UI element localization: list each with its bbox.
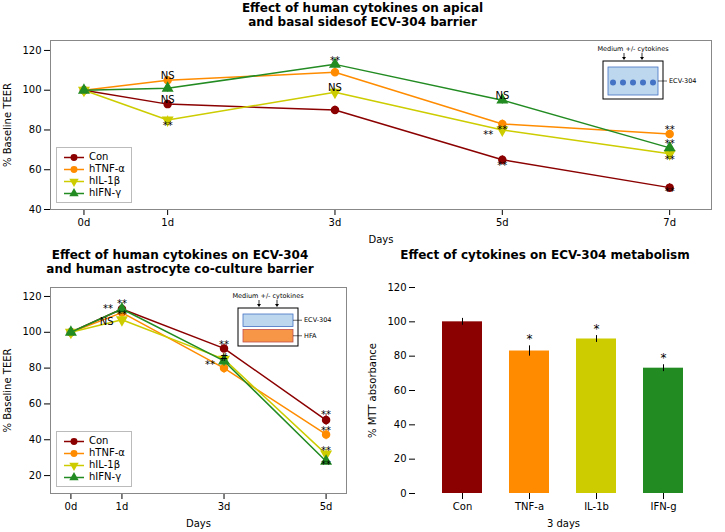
svg-text:80: 80 xyxy=(394,350,407,361)
svg-text:**: ** xyxy=(665,154,675,165)
svg-text:0d: 0d xyxy=(65,501,78,512)
svg-text:% Baseline TEER: % Baseline TEER xyxy=(2,83,13,167)
svg-text:NS: NS xyxy=(161,70,175,81)
svg-text:**: ** xyxy=(205,359,215,370)
svg-text:ECV-304: ECV-304 xyxy=(669,77,696,85)
svg-text:**: ** xyxy=(321,409,331,420)
svg-text:**: ** xyxy=(497,160,507,171)
svg-text:**: ** xyxy=(321,445,331,456)
svg-text:80: 80 xyxy=(29,362,42,373)
svg-text:Medium +/- cytokines: Medium +/- cytokines xyxy=(597,45,669,53)
svg-text:NS: NS xyxy=(100,316,114,327)
svg-text:TNF-a: TNF-a xyxy=(514,501,544,512)
svg-text:Days: Days xyxy=(186,518,211,529)
svg-text:5d: 5d xyxy=(496,217,509,228)
svg-text:120: 120 xyxy=(387,282,406,293)
html-text:Con: Con xyxy=(89,151,109,162)
svg-text:Days: Days xyxy=(369,234,394,245)
svg-text:1d: 1d xyxy=(161,217,174,228)
svg-text:IFN-g: IFN-g xyxy=(650,501,676,512)
html-text:hIFN-γ: hIFN-γ xyxy=(89,471,121,482)
svg-text:5d: 5d xyxy=(320,501,333,512)
svg-text:**: ** xyxy=(117,309,127,320)
svg-text:40: 40 xyxy=(394,419,407,430)
svg-text:**: ** xyxy=(665,138,675,149)
svg-text:7d: 7d xyxy=(663,217,676,228)
svg-text:**: ** xyxy=(103,303,113,314)
html-text:hTNF-α: hTNF-α xyxy=(89,163,125,174)
svg-text:**: ** xyxy=(163,120,173,131)
svg-text:NS: NS xyxy=(161,94,175,105)
svg-text:0: 0 xyxy=(400,488,406,499)
svg-text:3 days: 3 days xyxy=(547,518,580,529)
svg-text:Con: Con xyxy=(453,501,472,512)
html-text:hIL-1β: hIL-1β xyxy=(89,175,120,186)
svg-text:**: ** xyxy=(219,339,229,350)
html-text:hTNF-α: hTNF-α xyxy=(89,447,125,458)
svg-text:100: 100 xyxy=(387,316,406,327)
svg-text:0d: 0d xyxy=(78,217,91,228)
svg-text:**: ** xyxy=(330,55,340,66)
svg-text:IL-1b: IL-1b xyxy=(584,501,609,512)
svg-text:**: ** xyxy=(665,124,675,135)
svg-text:*: * xyxy=(527,332,533,346)
svg-text:40: 40 xyxy=(29,434,42,445)
svg-text:% Baseline TEER: % Baseline TEER xyxy=(2,348,13,432)
svg-text:120: 120 xyxy=(22,45,41,56)
svg-text:120: 120 xyxy=(22,291,41,302)
svg-text:**: ** xyxy=(497,124,507,135)
svg-text:3d: 3d xyxy=(329,217,342,228)
svg-text:*: * xyxy=(594,322,600,336)
svg-text:60: 60 xyxy=(29,398,42,409)
html-text:Effect of cytokines on ECV-304: Effect of cytokines on ECV-304 metabolis… xyxy=(400,248,690,262)
svg-text:100: 100 xyxy=(22,326,41,337)
svg-text:20: 20 xyxy=(394,453,407,464)
svg-text:NS: NS xyxy=(495,90,509,101)
svg-text:**: ** xyxy=(483,129,493,140)
html-text:Effect of human cytokines on E: Effect of human cytokines on ECV-304 and… xyxy=(46,248,314,276)
html-text:hIL-1β: hIL-1β xyxy=(89,459,120,470)
svg-text:**: ** xyxy=(321,459,331,470)
svg-text:Medium +/- cytokines: Medium +/- cytokines xyxy=(232,292,304,300)
svg-text:#: # xyxy=(220,352,228,363)
svg-text:*: * xyxy=(661,351,667,365)
svg-text:60: 60 xyxy=(29,164,42,175)
html-text:Con: Con xyxy=(89,435,109,446)
svg-text:3d: 3d xyxy=(218,501,231,512)
svg-text:HFA: HFA xyxy=(304,332,317,340)
svg-text:% MTT absorbance: % MTT absorbance xyxy=(367,343,378,438)
svg-text:20: 20 xyxy=(29,470,42,481)
svg-text:100: 100 xyxy=(22,84,41,95)
svg-text:60: 60 xyxy=(394,385,407,396)
html-text:Effect of human cytokines on a: Effect of human cytokines on apical and … xyxy=(241,1,484,29)
svg-text:ECV-304: ECV-304 xyxy=(304,316,331,324)
svg-text:80: 80 xyxy=(29,124,42,135)
svg-text:**: ** xyxy=(117,298,127,309)
svg-text:NS: NS xyxy=(328,82,342,93)
svg-text:**: ** xyxy=(321,425,331,436)
svg-text:**: ** xyxy=(665,186,675,197)
svg-text:40: 40 xyxy=(29,204,42,215)
svg-text:1d: 1d xyxy=(116,501,129,512)
html-text:hIFN-γ: hIFN-γ xyxy=(89,187,121,198)
